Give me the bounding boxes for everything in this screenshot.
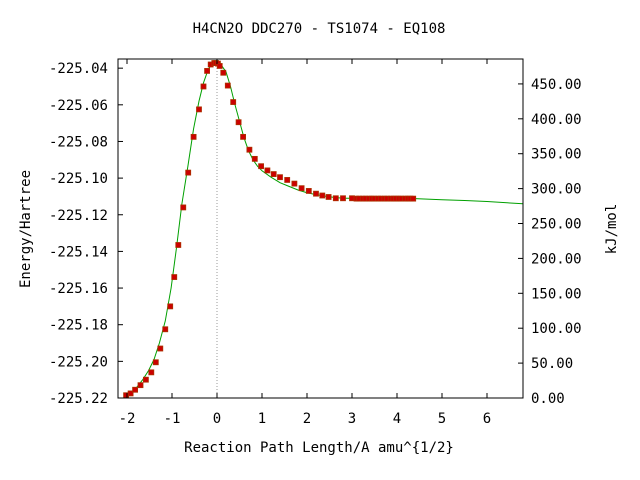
y-tick-label: -225.14 [49,244,108,260]
y-tick-label: -225.16 [49,281,108,297]
y-tick-label: -225.06 [49,98,108,114]
data-point [410,195,417,202]
y-tick-label: -225.10 [49,171,108,187]
data-point [298,185,305,192]
x-tick-label: 2 [303,411,311,427]
data-point [142,376,149,383]
y2-tick-label: 150.00 [531,286,582,302]
data-point [332,195,339,202]
data-point [264,167,271,174]
data-point [325,194,332,200]
data-point [196,106,202,113]
data-point [270,171,277,177]
data-point [204,68,211,74]
plot-area: -2 -1 0 1 2 3 4 5 6 -225.22 -225.20 -225.18 -225.16 -… [49,58,582,427]
data-point [175,242,182,248]
y2-tick-label: 100.00 [531,321,582,337]
data-point [340,195,346,202]
data-point [277,174,283,181]
data-point [284,177,291,183]
y2-axis-label: kJ/mol [604,204,620,255]
data-point [216,63,223,69]
y2-tick-label: 350.00 [531,147,582,163]
y2-tick-label: 250.00 [531,217,582,233]
x-tick-label: -1 [164,411,181,427]
y-tick-label: -225.18 [49,318,108,334]
y-axis-label: Energy/Hartree [18,170,34,288]
y2-tick-label: 400.00 [531,112,582,128]
data-point [224,82,231,89]
data-point [319,192,326,199]
data-point [291,180,298,187]
x-tick-label: 6 [483,411,491,427]
chart-title: H4CN2O DDC270 - TS1074 - EQ108 [193,21,446,37]
y-tick-label: -225.12 [49,208,108,224]
y-tick-label: -225.08 [49,134,108,150]
y2-tick-label: 0.00 [531,391,565,407]
data-point [185,169,192,176]
data-point [190,133,197,140]
y2-tick-label: 200.00 [531,251,582,267]
x-tick-label: -2 [119,411,136,427]
data-point [171,274,178,280]
data-point [162,326,169,333]
data-point [137,382,144,389]
data-point [230,99,237,105]
x-tick-label: 1 [258,411,266,427]
y-tick-label: -225.04 [49,61,108,77]
data-point [132,386,139,393]
y2-tick-label: 300.00 [531,182,582,198]
energy-curve [125,62,523,397]
data-point [235,119,242,126]
x-tick-label: 0 [213,411,221,427]
data-point [240,133,247,140]
x-axis-label: Reaction Path Length/A amu^{1/2} [184,440,454,456]
plot-frame [117,58,524,399]
data-point [305,188,312,194]
y-tick-label: -225.20 [49,354,108,370]
data-point [180,204,187,211]
data-point [200,83,207,90]
data-point [152,359,159,366]
y2-tick-label: 50.00 [531,356,573,372]
data-point [157,345,164,352]
data-point [246,146,253,153]
x-tick-label: 5 [438,411,446,427]
data-point [167,303,174,310]
y2-tick-label: 450.00 [531,77,582,93]
data-point [313,190,319,197]
data-point [148,369,155,376]
data-point [251,155,258,162]
x-tick-label: 3 [348,411,356,427]
data-point [220,69,227,76]
data-point [127,390,134,397]
x-tick-label: 4 [393,411,401,427]
y-tick-label: -225.22 [49,391,108,407]
data-point [258,163,265,170]
